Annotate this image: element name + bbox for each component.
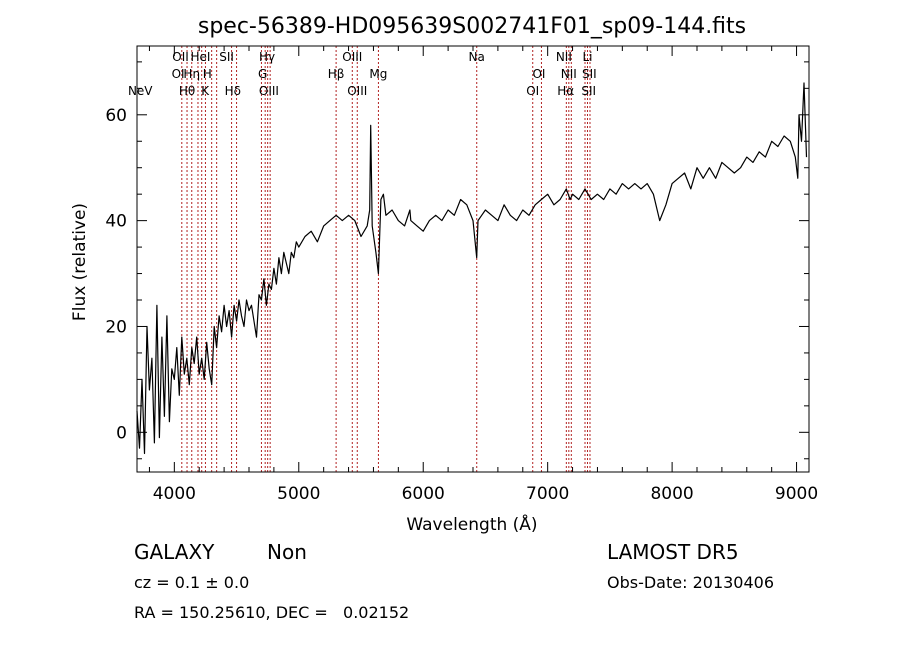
x-tick-label-0: 4000 [153, 484, 196, 504]
y-tick-label-0: 0 [116, 423, 127, 443]
line-label-7: K [201, 84, 210, 98]
line-label-19: OI [526, 84, 539, 98]
line-label-13: Hβ [328, 67, 345, 81]
line-marker-layer [181, 46, 591, 472]
object-class: GALAXY [134, 540, 215, 564]
ra-dec: RA = 150.25610, DEC = 0.02152 [134, 603, 410, 622]
x-tick-label-4: 8000 [650, 484, 693, 504]
line-label-25: SII [581, 84, 596, 98]
line-label-2: OI [172, 67, 185, 81]
line-label-3: Hθ [179, 84, 195, 98]
plot-frame [136, 45, 810, 473]
line-label-22: Hα [557, 84, 574, 98]
object-subclass: Non [267, 540, 307, 564]
line-label-9: Hδ [225, 84, 241, 98]
line-label-6: H [203, 67, 212, 81]
line-label-24: SII [582, 67, 597, 81]
survey-name: LAMOST DR5 [607, 540, 739, 564]
line-label-11: G [258, 67, 267, 81]
line-label-12: OIII [259, 84, 279, 98]
spectrum-line-0 [136, 82, 808, 455]
line-label-10: Hγ [259, 50, 275, 64]
x-tick-label-2: 6000 [402, 484, 445, 504]
y-tick-label-3: 60 [105, 106, 127, 126]
line-label-8: SII [219, 50, 234, 64]
line-label-4: Hη [183, 67, 200, 81]
x-tick-label-3: 7000 [526, 484, 569, 504]
line-label-20: NII [556, 50, 572, 64]
line-label-14: OIII [342, 50, 362, 64]
x-tick-label-1: 5000 [277, 484, 320, 504]
y-tick-label-1: 20 [105, 317, 127, 337]
spectrum-layer [136, 82, 808, 455]
chart-title: spec-56389-HD095639S002741F01_sp09-144.f… [198, 14, 746, 39]
line-label-1: OII [172, 50, 189, 64]
y-tick-label-2: 40 [105, 212, 127, 232]
y-axis-label: Flux (relative) [70, 203, 90, 321]
line-label-0: NeV [128, 84, 153, 98]
line-label-16: Mg [369, 67, 387, 81]
line-label-layer: NeVOIIOIHθHηHeIHKSIIHδHγGOIIIHβOIIIOIIIM… [128, 50, 597, 98]
line-label-21: NII [561, 67, 577, 81]
line-label-15: OIII [347, 84, 367, 98]
observation-date: Obs-Date: 20130406 [607, 573, 775, 592]
line-label-5: HeI [190, 50, 210, 64]
line-label-23: Li [582, 50, 592, 64]
x-axis-ticks: 4000 5000 6000 7000 8000 9000 [148, 46, 818, 504]
x-tick-label-5: 9000 [775, 484, 818, 504]
line-label-17: Na [469, 50, 485, 64]
line-label-18: OI [532, 67, 545, 81]
redshift-cz: cz = 0.1 ± 0.0 [134, 573, 250, 592]
x-axis-label: Wavelength (Å) [406, 513, 537, 535]
y-axis-ticks: 0 20 40 60 [105, 61, 809, 460]
